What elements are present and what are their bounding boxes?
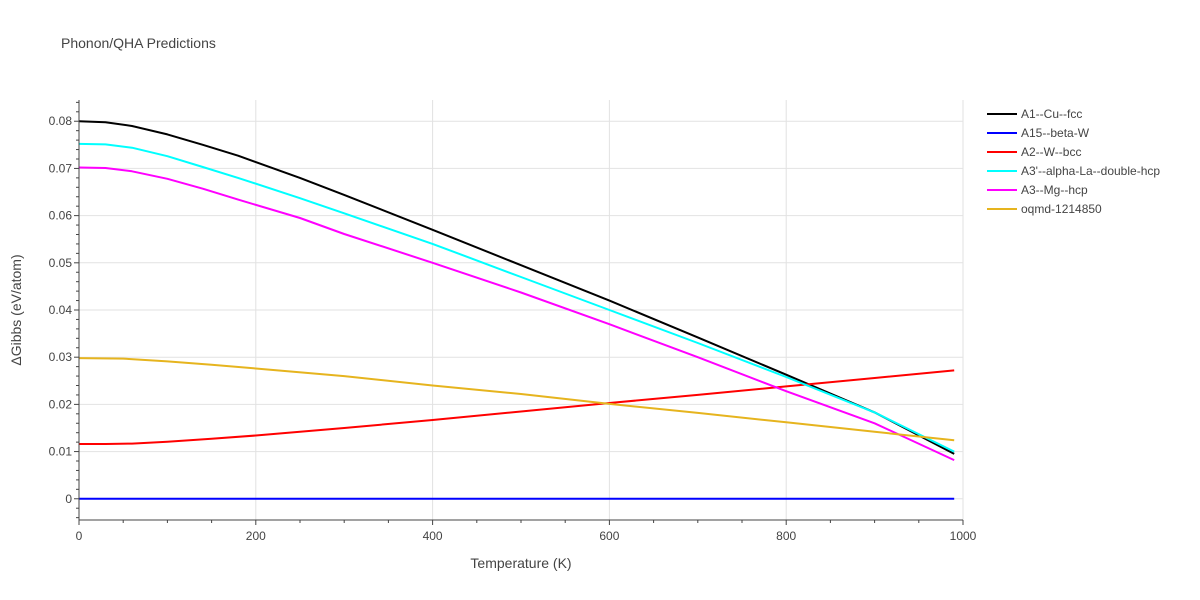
legend-item[interactable]: A15--beta-W xyxy=(987,126,1090,140)
y-tick-label: 0.07 xyxy=(49,161,73,175)
x-axis-title: Temperature (K) xyxy=(470,555,571,571)
legend-item[interactable]: A3--Mg--hcp xyxy=(987,183,1088,197)
legend-label: oqmd-1214850 xyxy=(1021,202,1102,216)
legend-item[interactable]: A2--W--bcc xyxy=(987,145,1081,159)
y-tick-label: 0.01 xyxy=(49,445,73,459)
series-line-a3-alpha-la-double-hcp xyxy=(78,142,955,453)
grid-layer xyxy=(79,100,964,520)
axes-layer xyxy=(74,100,964,525)
x-tick-label: 200 xyxy=(246,529,266,543)
y-tick-label: 0 xyxy=(65,492,72,506)
y-axis-title: ΔGibbs (eV/atom) xyxy=(8,254,24,365)
y-tick-label: 0.02 xyxy=(49,397,73,411)
x-tick-label: 800 xyxy=(776,529,796,543)
x-tick-label: 600 xyxy=(599,529,619,543)
y-tick-label: 0.03 xyxy=(49,350,73,364)
x-tick-label: 0 xyxy=(76,529,83,543)
series-line-oqmd-1214850 xyxy=(78,357,955,442)
legend-label: A15--beta-W xyxy=(1021,126,1090,140)
legend-item[interactable]: A1--Cu--fcc xyxy=(987,107,1082,121)
legend-label: A3'--alpha-La--double-hcp xyxy=(1021,164,1160,178)
series-line-a3-mg-hcp xyxy=(78,166,955,462)
x-tick-label: 400 xyxy=(423,529,443,543)
chart-title: Phonon/QHA Predictions xyxy=(61,35,216,51)
legend: A1--Cu--fcc A15--beta-W A2--W--bcc A3'--alp… xyxy=(987,107,1160,216)
series-layer xyxy=(78,120,955,500)
legend-item[interactable]: oqmd-1214850 xyxy=(987,202,1102,216)
legend-label: A1--Cu--fcc xyxy=(1021,107,1082,121)
legend-label: A2--W--bcc xyxy=(1021,145,1081,159)
legend-item[interactable]: A3'--alpha-La--double-hcp xyxy=(987,164,1160,178)
y-tick-label: 0.05 xyxy=(49,256,73,270)
y-tick-label: 0.04 xyxy=(49,303,73,317)
series-line-a2-w-bcc xyxy=(79,369,955,445)
ticks-layer: 0 200 400 600 800 1000 0 0.01 0.02 0.03 0.04 0.05 0.… xyxy=(49,114,977,543)
y-tick-label: 0.08 xyxy=(49,114,73,128)
x-tick-label: 1000 xyxy=(950,529,977,543)
series-line-a1-cu-fcc xyxy=(78,120,955,455)
y-tick-label: 0.06 xyxy=(49,209,73,223)
legend-label: A3--Mg--hcp xyxy=(1021,183,1088,197)
